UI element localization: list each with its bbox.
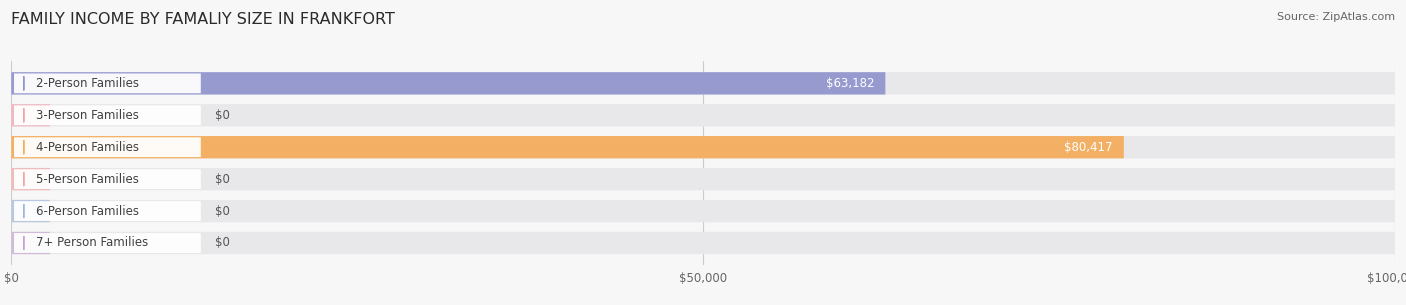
Text: 4-Person Families: 4-Person Families xyxy=(37,141,139,154)
FancyBboxPatch shape xyxy=(11,104,1395,127)
Text: $0: $0 xyxy=(215,173,229,186)
Text: 5-Person Families: 5-Person Families xyxy=(37,173,139,186)
FancyBboxPatch shape xyxy=(11,168,51,190)
FancyBboxPatch shape xyxy=(11,72,1395,95)
Text: $0: $0 xyxy=(215,236,229,249)
FancyBboxPatch shape xyxy=(11,232,1395,254)
FancyBboxPatch shape xyxy=(11,168,1395,190)
FancyBboxPatch shape xyxy=(14,169,201,189)
FancyBboxPatch shape xyxy=(11,200,1395,222)
FancyBboxPatch shape xyxy=(14,201,201,221)
FancyBboxPatch shape xyxy=(11,232,51,254)
Text: $80,417: $80,417 xyxy=(1064,141,1112,154)
FancyBboxPatch shape xyxy=(14,137,201,157)
FancyBboxPatch shape xyxy=(14,74,201,93)
FancyBboxPatch shape xyxy=(11,200,51,222)
FancyBboxPatch shape xyxy=(14,106,201,125)
Text: 6-Person Families: 6-Person Families xyxy=(37,205,139,217)
Text: $63,182: $63,182 xyxy=(825,77,875,90)
Text: FAMILY INCOME BY FAMALIY SIZE IN FRANKFORT: FAMILY INCOME BY FAMALIY SIZE IN FRANKFO… xyxy=(11,12,395,27)
FancyBboxPatch shape xyxy=(11,136,1395,158)
FancyBboxPatch shape xyxy=(11,104,51,127)
FancyBboxPatch shape xyxy=(11,72,886,95)
Text: 3-Person Families: 3-Person Families xyxy=(37,109,139,122)
Text: 7+ Person Families: 7+ Person Families xyxy=(37,236,149,249)
FancyBboxPatch shape xyxy=(11,136,1123,158)
Text: $0: $0 xyxy=(215,109,229,122)
Text: $0: $0 xyxy=(215,205,229,217)
Text: 2-Person Families: 2-Person Families xyxy=(37,77,139,90)
FancyBboxPatch shape xyxy=(14,233,201,253)
Text: Source: ZipAtlas.com: Source: ZipAtlas.com xyxy=(1277,12,1395,22)
